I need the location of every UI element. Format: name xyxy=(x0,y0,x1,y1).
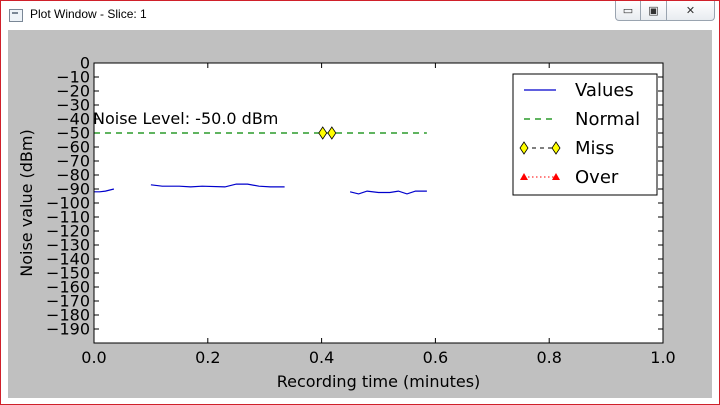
x-axis-label: Recording time (minutes) xyxy=(277,372,481,391)
noise-level-annotation: Noise Level: -50.0 dBm xyxy=(93,109,278,128)
maximize-icon: ▣ xyxy=(648,4,659,17)
y-tick-label: −100 xyxy=(46,194,90,213)
y-tick-label: −10 xyxy=(56,68,90,87)
y-tick-label: 0 xyxy=(80,54,90,73)
y-tick-label: −50 xyxy=(56,124,90,143)
legend-over-marker xyxy=(552,173,560,180)
y-tick-label: −130 xyxy=(46,236,90,255)
legend-over-marker xyxy=(520,173,528,180)
y-tick-label: −140 xyxy=(46,250,90,269)
minimize-button[interactable]: ▭ xyxy=(615,1,641,21)
values-series-line xyxy=(150,183,285,188)
x-tick-label: 0.4 xyxy=(309,348,334,367)
values-series-line xyxy=(94,188,115,193)
window-title: Plot Window - Slice: 1 xyxy=(30,7,147,21)
legend-miss-marker xyxy=(551,141,561,155)
plot-frame xyxy=(93,62,664,344)
y-tick-label: −150 xyxy=(46,264,90,283)
legend-box xyxy=(512,73,658,196)
y-tick-label: −170 xyxy=(46,292,90,311)
window-controls: ▭ ▣ ✕ xyxy=(615,1,715,21)
y-tick-label: −70 xyxy=(56,152,90,171)
maximize-button[interactable]: ▣ xyxy=(641,1,667,21)
legend-label: Miss xyxy=(575,138,614,159)
y-tick-label: −90 xyxy=(56,180,90,199)
miss-marker xyxy=(318,126,328,140)
legend-label: Over xyxy=(575,167,619,188)
legend-label: Values xyxy=(575,80,634,101)
y-tick-label: −60 xyxy=(56,138,90,157)
x-tick-label: 1.0 xyxy=(650,348,675,367)
window-app-icon xyxy=(9,9,23,22)
legend-label: Normal xyxy=(575,109,640,130)
miss-marker xyxy=(327,126,337,140)
legend-miss-marker xyxy=(519,141,529,155)
y-tick-label: −190 xyxy=(46,320,90,339)
title-bar[interactable]: Plot Window - Slice: 1 ▭ ▣ ✕ xyxy=(1,1,719,29)
y-axis-label: Noise value (dBm) xyxy=(17,129,36,276)
values-series-line xyxy=(349,190,427,195)
y-tick-label: −30 xyxy=(56,96,90,115)
x-tick-label: 0.2 xyxy=(195,348,220,367)
y-tick-label: −120 xyxy=(46,222,90,241)
close-icon: ✕ xyxy=(685,4,696,17)
y-tick-label: −160 xyxy=(46,278,90,297)
x-tick-label: 0.8 xyxy=(536,348,561,367)
y-tick-label: −180 xyxy=(46,306,90,325)
close-button[interactable]: ✕ xyxy=(667,1,715,21)
noise-chart: 0−10−20−30−40−50−60−70−80−90−100−110−120… xyxy=(17,54,676,392)
plot-canvas-area: 0 −10 −20 −30 −40 −50 −60 −70 −80 −90 −100 −110 −120… xyxy=(8,30,712,398)
y-tick-label: −40 xyxy=(56,110,90,129)
x-tick-label: 0.0 xyxy=(81,348,106,367)
y-tick-label: −20 xyxy=(56,82,90,101)
minimize-icon: ▭ xyxy=(622,4,634,17)
x-tick-label: 0.6 xyxy=(423,348,448,367)
y-tick-label: −110 xyxy=(46,208,90,227)
y-tick-label: −80 xyxy=(56,166,90,185)
